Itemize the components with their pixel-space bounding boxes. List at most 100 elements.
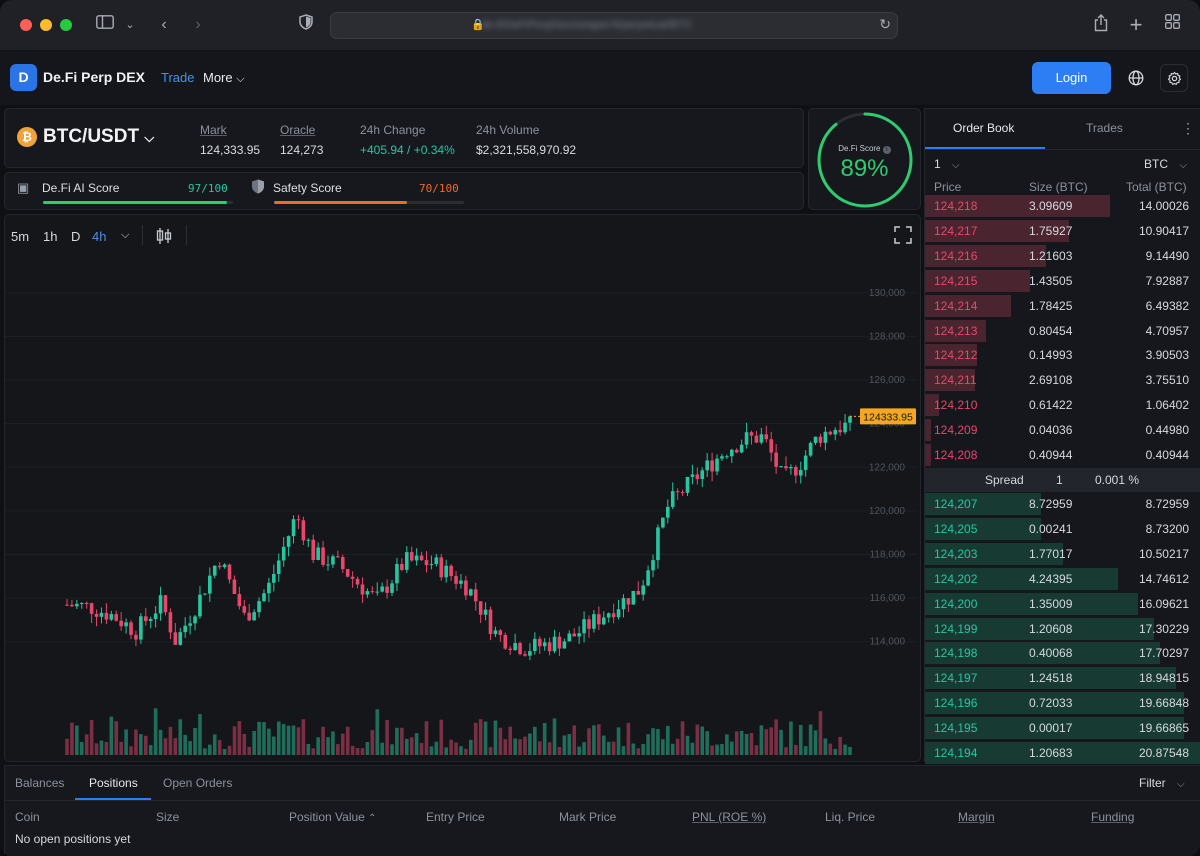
ask-row[interactable]: 124,212 0.14993 3.90503	[925, 343, 1200, 367]
ask-row[interactable]: 124,216 1.21603 9.14490	[925, 244, 1200, 268]
reload-icon[interactable]: ↻	[879, 16, 891, 32]
col-margin[interactable]: Margin	[958, 810, 995, 824]
depth-bar	[925, 642, 1160, 665]
sidebar-toggle-icon[interactable]	[94, 14, 116, 36]
volume-bar	[473, 722, 478, 755]
ask-row[interactable]: 124,211 2.69108 3.75510	[925, 368, 1200, 392]
y-tick-label: 126,000	[869, 375, 906, 386]
candle-body	[675, 491, 680, 493]
timeframe-d[interactable]: D	[71, 229, 81, 244]
candle-body	[454, 576, 458, 584]
ask-row[interactable]: 124,210 0.61422 1.06402	[925, 393, 1200, 417]
timeframe-chevron-icon[interactable]: ⌵	[121, 229, 130, 241]
volume-bar	[601, 735, 606, 755]
tab-trades[interactable]: Trades	[1086, 121, 1123, 135]
col-funding[interactable]: Funding	[1091, 810, 1135, 824]
timeframe-4h[interactable]: 4h	[92, 229, 107, 244]
candle-body	[789, 467, 793, 469]
ask-row[interactable]: 124,208 0.40944 0.40944	[925, 443, 1200, 467]
new-tab-icon[interactable]: +	[1129, 12, 1143, 37]
forward-icon[interactable]: ›	[195, 16, 201, 33]
ask-row[interactable]: 124,218 3.09609 14.00026	[925, 194, 1200, 218]
bid-row[interactable]: 124,202 4.24395 14.74612	[925, 567, 1200, 591]
oracle-label: Oracle	[280, 123, 316, 137]
bid-row[interactable]: 124,203 1.77017 10.50217	[925, 542, 1200, 566]
bid-row[interactable]: 124,196 0.72033 19.66848	[925, 691, 1200, 715]
volume-bar	[242, 733, 247, 755]
col-mark-price: Mark Price	[559, 810, 617, 824]
ask-row[interactable]: 124,209 0.04036 0.44980	[925, 418, 1200, 442]
defi-logo-icon[interactable]: D	[10, 64, 37, 91]
candle-body	[577, 633, 581, 637]
col-position-value[interactable]: Position Value ⌃	[289, 810, 377, 824]
candle-body	[754, 435, 759, 443]
shield-icon[interactable]	[298, 14, 314, 37]
chevron-down-icon[interactable]: ⌄	[125, 19, 135, 31]
bid-row[interactable]: 124,194 1.20683 20.87548	[925, 741, 1200, 765]
volume-bar	[173, 738, 178, 755]
close-window-button[interactable]	[20, 19, 32, 31]
filter-select[interactable]: Filter ⌵	[1139, 776, 1185, 790]
nav-more[interactable]: More ⌵	[203, 70, 245, 86]
bid-row[interactable]: 124,195 0.00017 19.66865	[925, 716, 1200, 740]
bid-row[interactable]: 124,197 1.24518 18.94815	[925, 666, 1200, 690]
order-size: 0.61422	[1029, 398, 1073, 413]
globe-icon[interactable]	[1122, 64, 1150, 92]
bid-row[interactable]: 124,205 0.00241 8.73200	[925, 517, 1200, 541]
fullscreen-icon[interactable]	[894, 226, 912, 249]
volume-bar	[340, 733, 345, 755]
back-icon[interactable]: ‹	[161, 16, 167, 33]
share-icon[interactable]	[1092, 14, 1110, 39]
candle-body	[336, 556, 340, 558]
unit-select[interactable]: BTC ⌵	[1144, 157, 1187, 171]
col-size: Size (BTC)	[1029, 180, 1088, 194]
address-bar[interactable]: 🔒 de.fi/DeFiPerpDex/swaper/4/perpetual/B…	[330, 12, 898, 39]
login-button[interactable]: Login	[1032, 62, 1111, 94]
bid-row[interactable]: 124,199 1.20608 17.30229	[925, 617, 1200, 641]
zoom-window-button[interactable]	[60, 19, 72, 31]
grouping-select[interactable]: 1 ⌵	[934, 157, 960, 171]
order-price: 124,199	[934, 621, 978, 636]
volume-bar	[636, 748, 641, 755]
candle-body	[84, 602, 89, 604]
order-size: 1.20683	[1029, 746, 1073, 760]
candlestick-type-icon[interactable]	[156, 227, 172, 250]
tab-positions[interactable]: Positions	[89, 776, 138, 790]
candle-body	[262, 593, 266, 602]
volume-bar	[178, 719, 183, 755]
volume-bar	[626, 722, 631, 755]
ask-row[interactable]: 124,213 0.80454 4.70957	[925, 319, 1200, 343]
volume-bar	[518, 739, 522, 755]
bid-row[interactable]: 124,198 0.40068 17.70297	[925, 641, 1200, 665]
settings-gear-icon[interactable]	[1160, 64, 1188, 92]
volume-bar	[94, 743, 99, 755]
volume-bar	[725, 734, 729, 755]
ask-row[interactable]: 124,215 1.43505 7.92887	[925, 269, 1200, 293]
tab-open-orders[interactable]: Open Orders	[163, 776, 233, 790]
tab-order-book[interactable]: Order Book	[953, 121, 1015, 135]
volume-bar	[665, 725, 670, 755]
volume-bar	[153, 708, 158, 755]
candle-body	[94, 613, 99, 617]
volume-bar	[631, 743, 636, 755]
candle-body	[350, 576, 355, 579]
timeframe-1h[interactable]: 1h	[43, 229, 58, 244]
col-pnl[interactable]: PNL (ROE %)	[692, 810, 767, 824]
more-vertical-icon[interactable]: ⋮	[1181, 120, 1195, 136]
tab-overview-icon[interactable]	[1163, 14, 1181, 36]
bid-row[interactable]: 124,207 8.72959 8.72959	[925, 492, 1200, 516]
volume-bar	[286, 725, 291, 755]
depth-bar	[925, 617, 1155, 640]
nav-trade[interactable]: Trade	[161, 70, 195, 85]
ask-row[interactable]: 124,214 1.78425 6.49382	[925, 294, 1200, 318]
volume-bar	[483, 721, 488, 755]
tab-balances[interactable]: Balances	[15, 776, 65, 790]
volume-bar	[409, 737, 414, 755]
order-price: 124,217	[934, 223, 978, 238]
ask-row[interactable]: 124,217 1.75927 10.90417	[925, 219, 1200, 243]
market-pair-selector[interactable]: BTC/USDT ⌵	[43, 126, 154, 148]
bid-row[interactable]: 124,200 1.35009 16.09621	[925, 592, 1200, 616]
price-chart[interactable]: 130,000128,000126,000124,000122,000120,0…	[5, 251, 920, 761]
timeframe-5m[interactable]: 5m	[11, 229, 30, 244]
minimize-window-button[interactable]	[40, 19, 52, 31]
